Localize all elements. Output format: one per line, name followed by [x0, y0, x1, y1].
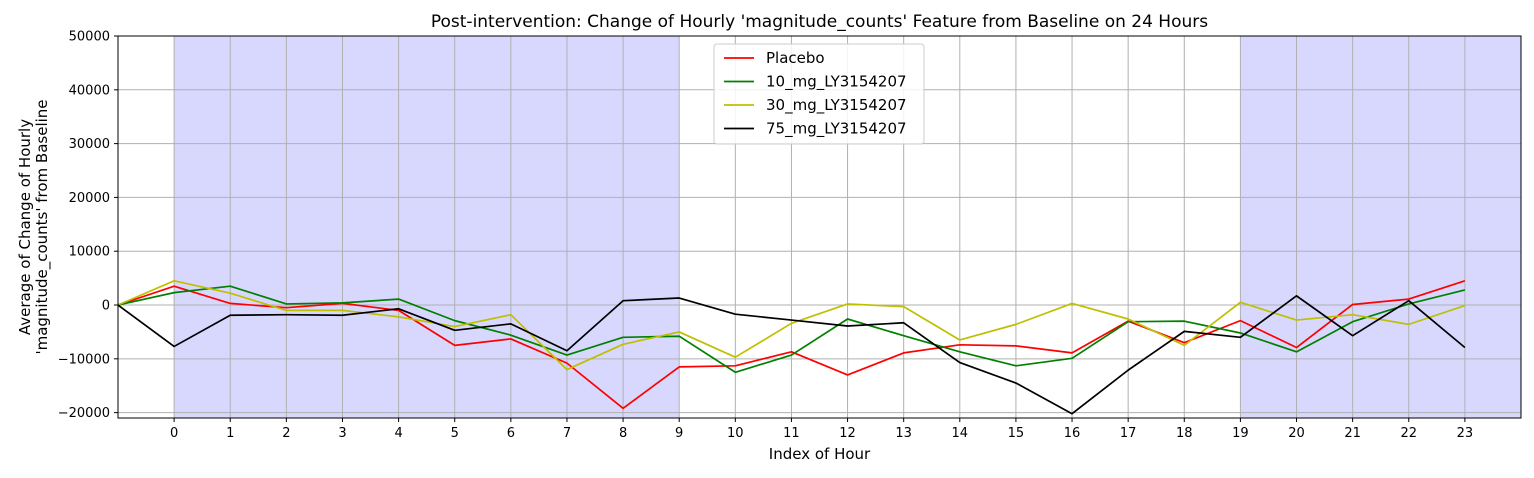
- x-tick-label-15: 15: [1008, 426, 1025, 441]
- y-tick-label-7: 50000: [69, 30, 110, 45]
- series-line-2: [117, 279, 1466, 371]
- legend: Placebo 10_mg_LY3154207 30_mg_LY3154207 75_…: [713, 43, 925, 145]
- x-axis-title: Index of Hour: [769, 445, 871, 463]
- legend-label-3: 75_mg_LY3154207: [766, 120, 907, 139]
- x-tick-label-14: 14: [952, 426, 969, 441]
- y-tick-label-1: −10000: [58, 352, 110, 367]
- x-tick-label-6: 6: [507, 426, 515, 441]
- shaded-region-0: [174, 36, 680, 418]
- x-tick-label-23: 23: [1457, 426, 1474, 441]
- legend-box: [713, 43, 925, 145]
- x-tick-label-1: 1: [226, 426, 234, 441]
- x-tick-label-18: 18: [1176, 426, 1193, 441]
- y-tick-label-2: 0: [102, 299, 110, 314]
- plot-area-frame: [117, 35, 1522, 419]
- x-tick-label-7: 7: [563, 426, 571, 441]
- x-tick-label-22: 22: [1400, 426, 1417, 441]
- y-axis-title-line-1: Average of Change of Hourly: [16, 119, 34, 335]
- x-tick-label-2: 2: [282, 426, 290, 441]
- x-tick-label-16: 16: [1064, 426, 1081, 441]
- x-tick-label-4: 4: [394, 426, 402, 441]
- x-axis-ticks: 0 1 2 3 4 5 6 7 8 9 10 11 12 13 14 15 16 17 18 19 20 21 22 23: [170, 418, 1473, 441]
- legend-label-2: 30_mg_LY3154207: [766, 96, 907, 115]
- y-tick-label-0: −20000: [58, 406, 110, 421]
- series-line-3: [117, 295, 1466, 415]
- y-tick-label-5: 30000: [69, 137, 110, 152]
- y-axis-title-line-2: 'magnitude_counts' from Baseline: [33, 99, 52, 354]
- x-tick-label-5: 5: [451, 426, 459, 441]
- x-tick-label-20: 20: [1288, 426, 1305, 441]
- x-tick-label-11: 11: [783, 426, 800, 441]
- x-tick-label-19: 19: [1232, 426, 1249, 441]
- x-tick-label-21: 21: [1344, 426, 1361, 441]
- legend-label-0: Placebo: [766, 49, 825, 67]
- series-line-1: [117, 285, 1466, 374]
- x-tick-label-10: 10: [727, 426, 744, 441]
- y-axis-ticks: −20000 −10000 0 10000 20000 30000 40000 50000: [58, 30, 118, 421]
- shaded-regions: [174, 36, 1521, 418]
- y-tick-label-4: 20000: [69, 191, 110, 206]
- x-tick-label-12: 12: [839, 426, 856, 441]
- shaded-region-1: [1240, 36, 1521, 418]
- y-tick-label-6: 40000: [69, 83, 110, 98]
- x-tick-label-17: 17: [1120, 426, 1137, 441]
- x-tick-label-8: 8: [619, 426, 627, 441]
- legend-label-1: 10_mg_LY3154207: [766, 73, 907, 92]
- x-tick-label-3: 3: [338, 426, 346, 441]
- x-tick-label-9: 9: [675, 426, 683, 441]
- x-tick-label-0: 0: [170, 426, 178, 441]
- x-tick-label-13: 13: [895, 426, 912, 441]
- chart-title: Post-intervention: Change of Hourly 'mag…: [431, 12, 1208, 32]
- series-lines: [117, 279, 1466, 415]
- y-tick-label-3: 10000: [69, 245, 110, 260]
